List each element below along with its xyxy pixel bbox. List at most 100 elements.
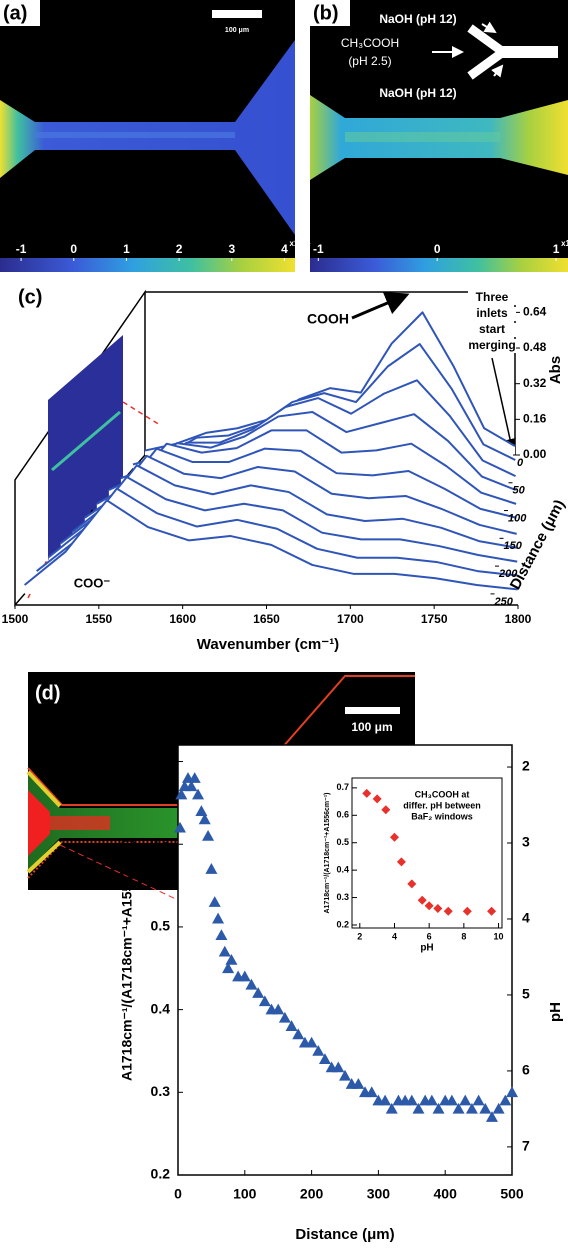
panel-b-image	[310, 0, 568, 272]
panel-label: (c)	[18, 286, 42, 308]
z-tick-label: 0	[517, 457, 524, 469]
x-axis-label: Wavenumber (cm⁻¹)	[197, 636, 339, 653]
z-tick-label: 200	[498, 568, 518, 580]
diamond-marker	[433, 904, 443, 914]
panel-label: (b)	[313, 2, 339, 24]
triangle-marker	[318, 1053, 331, 1065]
y-tick-label: 0.3	[336, 892, 349, 902]
annotation: inlets	[476, 306, 508, 320]
y-tick-label: 0.2	[336, 919, 349, 929]
diamond-marker	[462, 906, 472, 916]
y2-tick-label: 3	[522, 834, 530, 850]
spectrum-curve	[108, 410, 517, 491]
colorbar-exponent: x10⁻³	[561, 239, 568, 248]
annotation: COO⁻	[74, 575, 111, 590]
x-tick-label: 4	[392, 931, 397, 941]
triangle-marker	[272, 1003, 285, 1015]
diamond-marker	[372, 794, 382, 804]
diamond-marker	[381, 805, 391, 815]
x-tick-label: 8	[461, 931, 466, 941]
diamond-marker	[362, 788, 372, 798]
y2-tick-label: 5	[522, 986, 530, 1002]
y-axis-label: A1718cm⁻¹/(A1718cm⁻¹+A1556cm⁻¹)	[119, 839, 135, 1081]
triangle-marker	[245, 978, 258, 990]
panel-a-image	[0, 0, 295, 272]
triangle-marker	[352, 1078, 365, 1089]
triangle-marker	[222, 962, 235, 974]
x-tick-label: 400	[434, 1186, 458, 1202]
y-tick-label: 0.5	[336, 837, 349, 847]
triangle-marker	[225, 954, 238, 965]
annotation: COOH	[307, 311, 349, 327]
x-tick-label: 1650	[253, 612, 280, 626]
triangle-marker	[412, 1102, 425, 1114]
annotation: start	[479, 322, 505, 336]
diamond-marker	[443, 906, 453, 916]
spectrum-curve	[60, 464, 518, 549]
x-tick-label: 2	[357, 931, 362, 941]
colorbar-tick-label: 1	[123, 242, 130, 256]
diamond-marker	[389, 832, 399, 842]
spectrum-curve	[132, 343, 516, 466]
z-tick-label: 100	[508, 512, 527, 524]
z-tick-label: 250	[494, 596, 514, 608]
triangle-marker	[379, 1094, 392, 1106]
y2-tick-label: 4	[522, 910, 530, 926]
inset-title: CH₃COOH at	[415, 789, 470, 799]
annotation: NaOH (pH 12)	[379, 12, 456, 26]
diamond-marker	[407, 879, 417, 889]
triangle-marker	[208, 896, 221, 907]
triangle-marker	[195, 805, 208, 816]
annotation: merging	[468, 338, 515, 352]
triangle-marker	[192, 788, 205, 800]
y-tick-label: 0.48	[523, 340, 547, 354]
x-tick-label: 1550	[85, 612, 112, 626]
x-tick-label: 10	[494, 931, 504, 941]
triangle-marker	[218, 945, 231, 957]
triangle-marker	[285, 1020, 298, 1031]
scale-bar-label: 100 μm	[351, 720, 392, 734]
spectrum-curve	[120, 379, 516, 480]
y2-axis-label: pH	[547, 1002, 564, 1022]
panel-label: (e)	[104, 738, 128, 760]
x-tick-label: 6	[427, 931, 432, 941]
annotation-bg	[468, 339, 516, 353]
spectrum-curve	[23, 499, 518, 591]
annotation: CH₃COOH	[341, 36, 399, 50]
z-tick-label: 150	[504, 540, 523, 552]
x-tick-label: 1800	[505, 612, 532, 626]
triangle-marker	[205, 863, 218, 874]
triangle-marker	[499, 1094, 512, 1106]
y2-tick-label: 7	[522, 1138, 530, 1154]
triangle-marker	[452, 1102, 465, 1114]
triangle-marker	[312, 1044, 325, 1056]
y-tick-label: 0.7	[336, 782, 349, 792]
y-axis-label: Abs	[547, 356, 564, 384]
spectrum-curve	[36, 487, 518, 577]
y-tick-label: 0.5	[151, 918, 171, 934]
triangle-marker	[175, 788, 188, 800]
colorbar-exponent: x10⁻⁴	[289, 239, 311, 248]
triangle-marker	[292, 1028, 305, 1040]
triangle-marker	[185, 780, 198, 792]
triangle-marker	[506, 1086, 518, 1098]
y-tick-label: 0.32	[523, 376, 547, 390]
diamond-marker	[487, 906, 497, 916]
triangle-marker	[432, 1102, 445, 1114]
annotation-bg	[468, 307, 516, 321]
triangle-marker	[385, 1102, 398, 1114]
diamond-marker	[417, 895, 427, 905]
spectrum-curve	[84, 447, 517, 519]
inset-title: BaF₂ windows	[411, 811, 473, 821]
annotation: NaOH (pH 12)	[379, 86, 456, 100]
triangle-marker	[198, 813, 211, 825]
y-tick-label: 0.00	[523, 447, 547, 461]
spectrum-curve	[48, 475, 518, 563]
triangle-marker	[459, 1094, 472, 1106]
panel-label-bg	[0, 0, 40, 26]
panel-label: (a)	[3, 2, 27, 24]
y-tick-label: 0.4	[336, 865, 349, 875]
x-tick-label: 200	[300, 1186, 324, 1202]
triangle-marker	[465, 1102, 478, 1114]
